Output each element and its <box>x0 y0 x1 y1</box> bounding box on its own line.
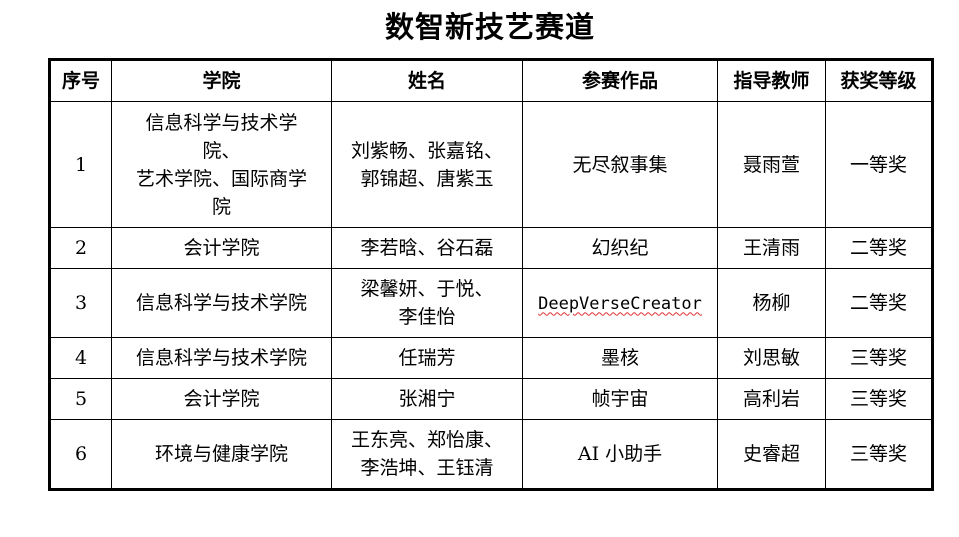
cell-names: 任瑞芳 <box>331 337 523 379</box>
cell-work: 无尽叙事集 <box>522 101 718 228</box>
cell-no: 3 <box>49 268 112 338</box>
cell-advisor: 杨柳 <box>717 268 826 338</box>
header-college: 学院 <box>111 59 332 102</box>
cell-names: 梁馨妍、于悦、 李佳怡 <box>331 268 523 338</box>
cell-college: 会计学院 <box>111 227 332 269</box>
cell-no: 6 <box>49 419 112 490</box>
cell-names: 王东亮、郑怡康、 李浩坤、王钰清 <box>331 419 523 490</box>
cell-advisor: 史睿超 <box>717 419 826 490</box>
header-work: 参赛作品 <box>522 59 718 102</box>
cell-no: 2 <box>49 227 112 269</box>
cell-names: 张湘宁 <box>331 378 523 420</box>
cell-award: 三等奖 <box>825 378 933 420</box>
header-award: 获奖等级 <box>825 59 933 102</box>
table-header-row: 序号 学院 姓名 参赛作品 指导教师 获奖等级 <box>49 59 933 102</box>
cell-advisor: 王清雨 <box>717 227 826 269</box>
cell-college: 环境与健康学院 <box>111 419 332 490</box>
table-row: 4 信息科学与技术学院 任瑞芳 墨核 刘思敏 三等奖 <box>49 337 933 379</box>
work-title-spellcheck: DeepVerseCreator <box>538 293 702 314</box>
cell-work: 幻织纪 <box>522 227 718 269</box>
cell-no: 1 <box>49 101 112 228</box>
header-no: 序号 <box>49 59 112 102</box>
cell-work: AI 小助手 <box>522 419 718 490</box>
table-row: 2 会计学院 李若晗、谷石磊 幻织纪 王清雨 二等奖 <box>49 227 933 269</box>
cell-college: 会计学院 <box>111 378 332 420</box>
cell-names: 李若晗、谷石磊 <box>331 227 523 269</box>
header-names: 姓名 <box>331 59 523 102</box>
cell-no: 4 <box>49 337 112 379</box>
cell-advisor: 聂雨萱 <box>717 101 826 228</box>
awards-table: 序号 学院 姓名 参赛作品 指导教师 获奖等级 1 信息科学与技术学 院、 艺术… <box>48 58 934 491</box>
cell-college: 信息科学与技术学 院、 艺术学院、国际商学 院 <box>111 101 332 228</box>
cell-award: 二等奖 <box>825 227 933 269</box>
cell-names: 刘紫畅、张嘉铭、 郭锦超、唐紫玉 <box>331 101 523 228</box>
cell-work: 墨核 <box>522 337 718 379</box>
cell-award: 一等奖 <box>825 101 933 228</box>
cell-award: 三等奖 <box>825 419 933 490</box>
table-row: 1 信息科学与技术学 院、 艺术学院、国际商学 院 刘紫畅、张嘉铭、 郭锦超、唐… <box>49 101 933 228</box>
table-row: 5 会计学院 张湘宁 帧宇宙 高利岩 三等奖 <box>49 378 933 420</box>
table-row: 6 环境与健康学院 王东亮、郑怡康、 李浩坤、王钰清 AI 小助手 史睿超 三等… <box>49 419 933 490</box>
cell-work: 帧宇宙 <box>522 378 718 420</box>
page-title: 数智新技艺赛道 <box>384 10 595 44</box>
header-advisor: 指导教师 <box>717 59 826 102</box>
table-row: 3 信息科学与技术学院 梁馨妍、于悦、 李佳怡 DeepVerseCreator… <box>49 268 933 338</box>
cell-college: 信息科学与技术学院 <box>111 337 332 379</box>
cell-advisor: 高利岩 <box>717 378 826 420</box>
cell-award: 二等奖 <box>825 268 933 338</box>
cell-college: 信息科学与技术学院 <box>111 268 332 338</box>
cell-no: 5 <box>49 378 112 420</box>
cell-award: 三等奖 <box>825 337 933 379</box>
cell-advisor: 刘思敏 <box>717 337 826 379</box>
cell-work: DeepVerseCreator <box>522 268 718 338</box>
